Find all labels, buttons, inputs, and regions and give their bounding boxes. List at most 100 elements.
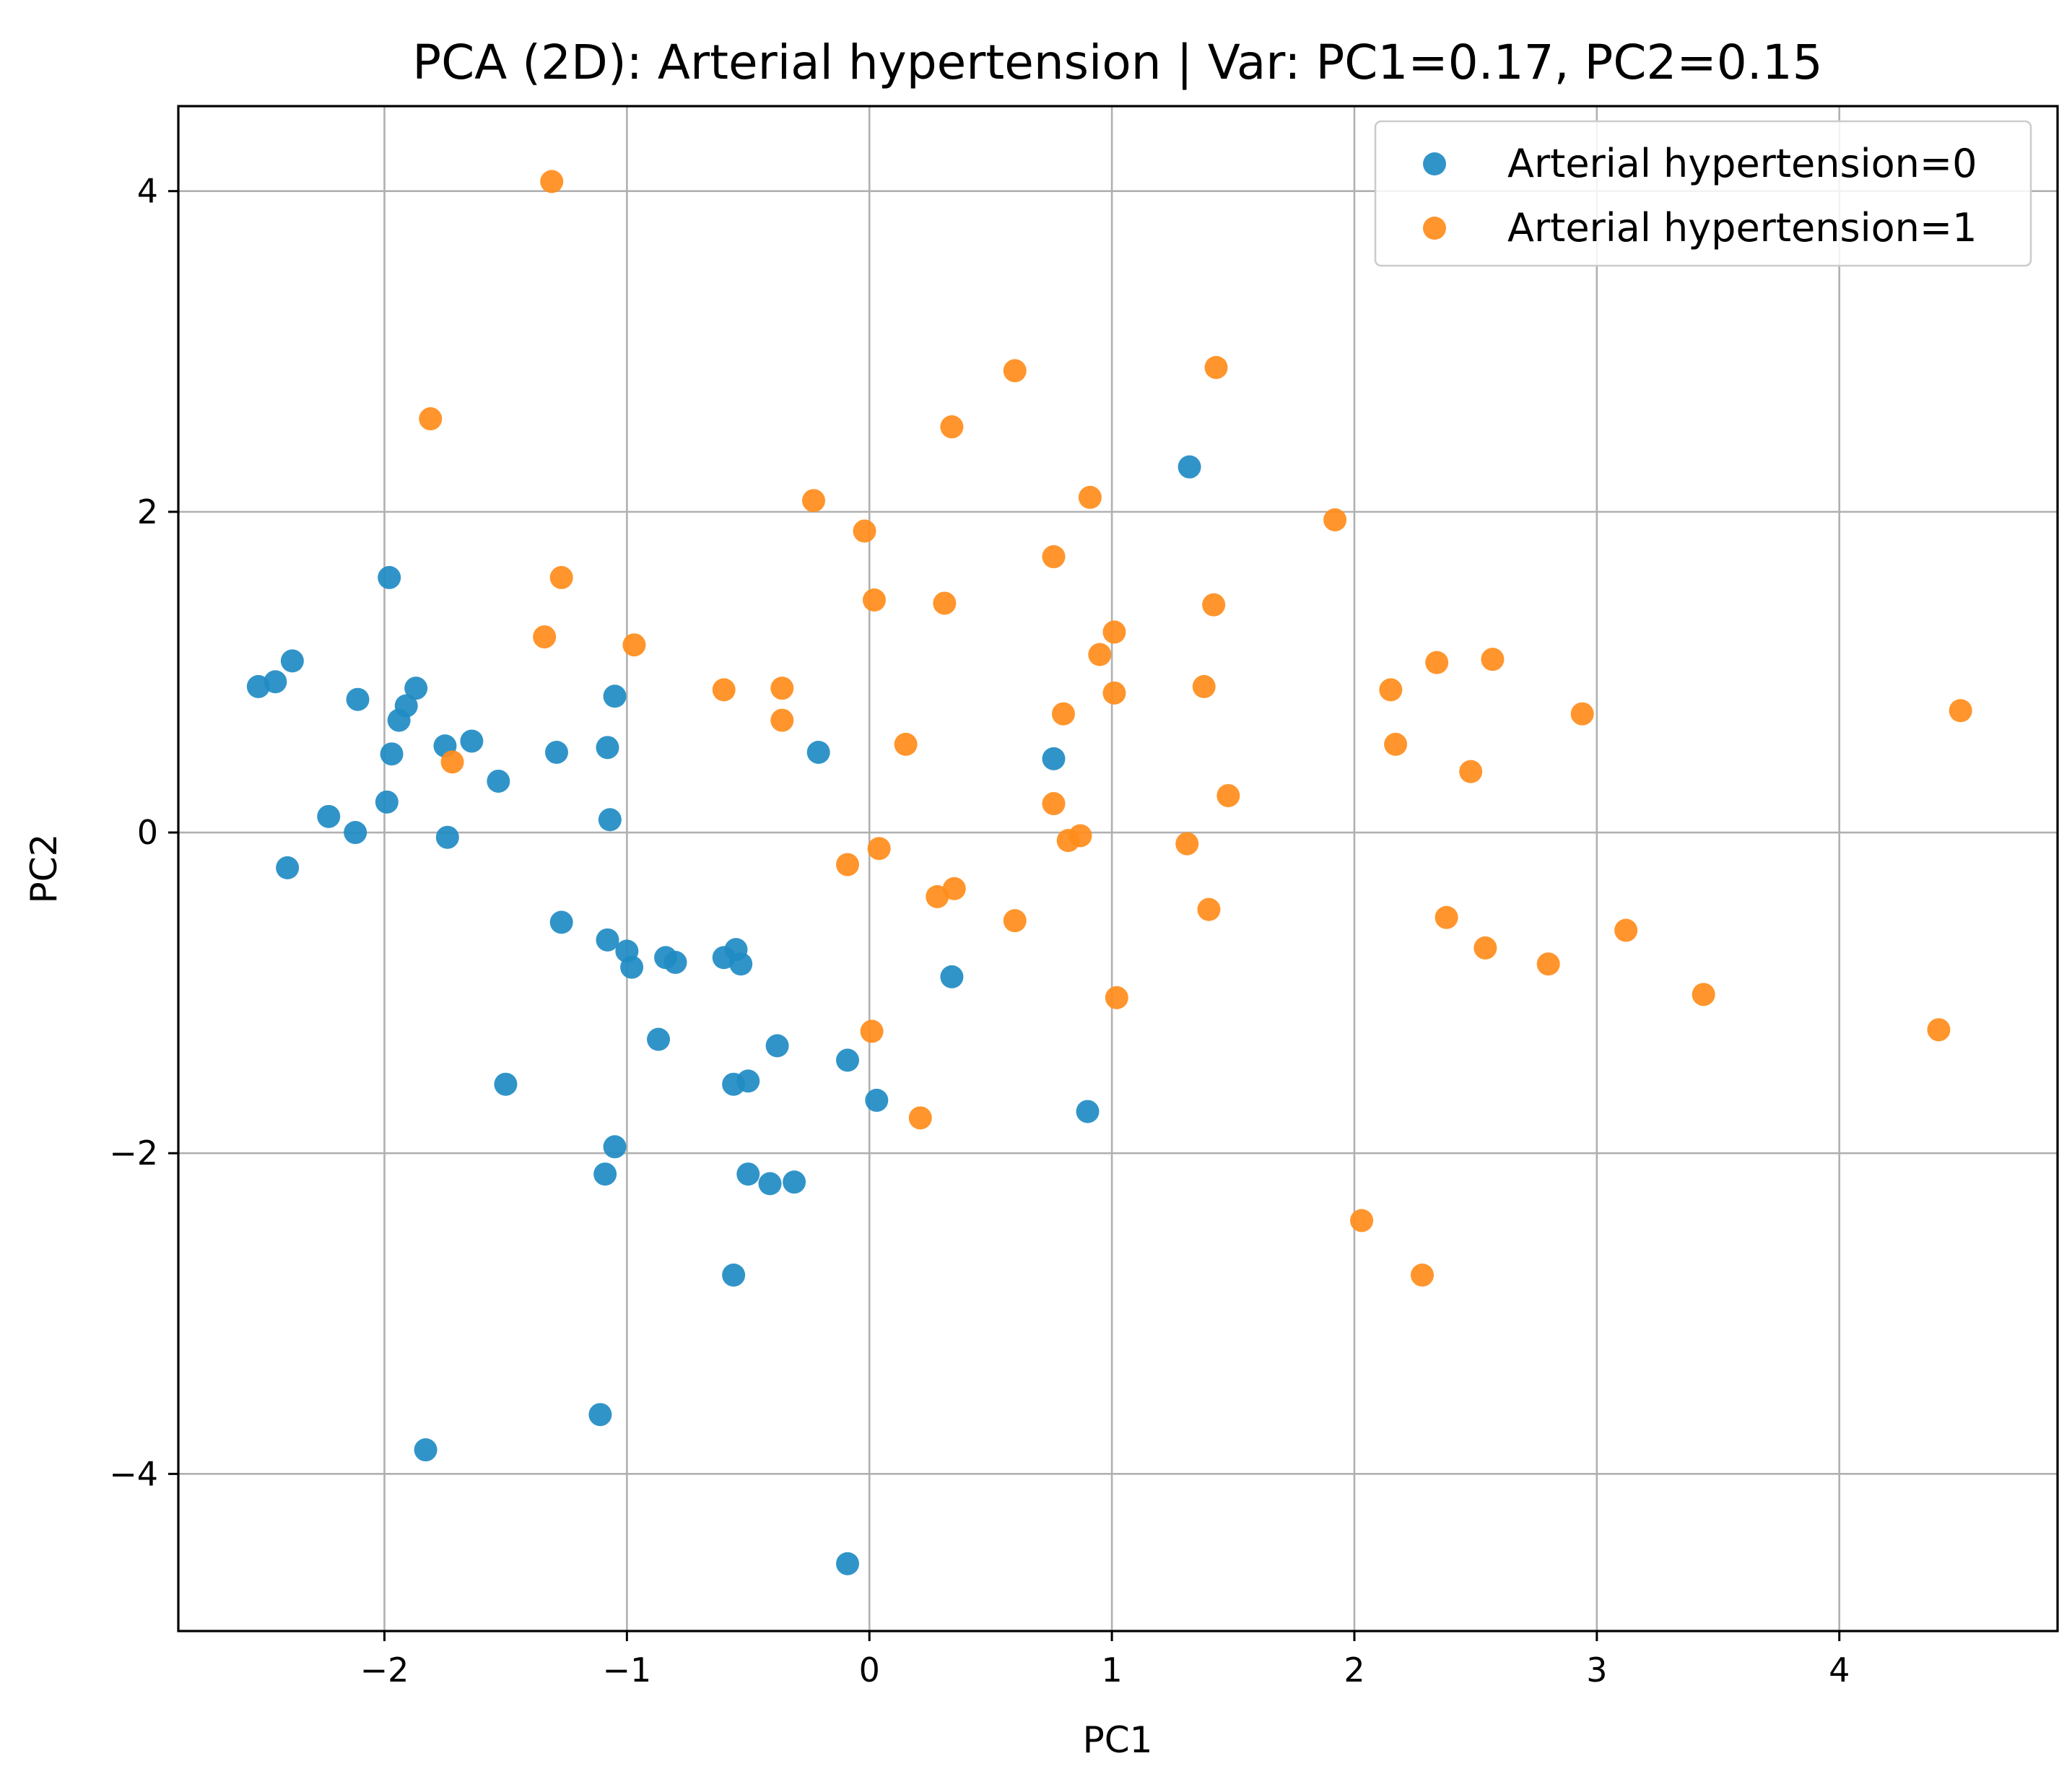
scatter-point (346, 687, 370, 711)
scatter-point (806, 740, 830, 764)
y-axis-label: PC2 (23, 834, 65, 904)
scatter-point (867, 837, 891, 861)
scatter-point (549, 910, 573, 934)
scatter-point (1042, 792, 1066, 816)
scatter-point (853, 519, 876, 543)
y-tick-label: 0 (137, 813, 158, 852)
scatter-point (460, 729, 484, 753)
scatter-point (908, 1106, 932, 1130)
legend-label-series-0: Arterial hypertension=0 (1507, 141, 1977, 186)
scatter-point (375, 790, 399, 814)
scatter-point (1435, 905, 1458, 929)
scatter-point (487, 769, 510, 793)
scatter-point (378, 565, 401, 589)
scatter-point (419, 407, 443, 431)
chart-title: PCA (2D): Arterial hypertension | Var: P… (412, 35, 1822, 90)
scatter-point (1692, 983, 1715, 1006)
scatter-point (317, 804, 341, 828)
plot-frame (177, 105, 2059, 1632)
scatter-point (280, 649, 304, 673)
scatter-point (1425, 651, 1449, 674)
legend-swatch-series-0 (1423, 152, 1446, 175)
y-tick-label: −4 (109, 1454, 158, 1493)
scatter-point (1350, 1209, 1374, 1232)
scatter-point (622, 633, 646, 657)
scatter-point (894, 732, 918, 756)
scatter-point (1102, 681, 1126, 705)
scatter-point (933, 591, 957, 615)
scatter-point (414, 1438, 438, 1462)
scatter-point (588, 1403, 612, 1427)
y-tick-label: 2 (137, 492, 158, 531)
scatter-point (865, 1088, 889, 1112)
scatter-point (1197, 897, 1221, 921)
scatter-point (1076, 1100, 1100, 1123)
legend: Arterial hypertension=0 Arterial hyperte… (1374, 120, 2032, 267)
scatter-point (1459, 760, 1483, 783)
scatter-point (533, 625, 557, 649)
scatter-point (712, 678, 736, 702)
scatter-point (276, 856, 300, 879)
scatter-point (1614, 918, 1638, 942)
scatter-point (836, 853, 860, 877)
scatter-point (801, 489, 825, 513)
y-tick-label: −2 (109, 1134, 158, 1173)
scatter-point (862, 588, 886, 612)
scatter-point (1384, 732, 1408, 756)
x-tick-label: 4 (1829, 1651, 1850, 1690)
scatter-point (1105, 986, 1128, 1009)
scatter-point (722, 1263, 746, 1287)
scatter-point (940, 965, 964, 988)
scatter-point (1204, 355, 1228, 379)
scatter-point (1003, 359, 1027, 383)
scatter-point (1178, 455, 1201, 479)
scatter-point (942, 877, 966, 900)
scatter-point (593, 1162, 617, 1186)
scatter-point (380, 742, 404, 766)
x-tick-label: 0 (859, 1651, 880, 1690)
scatter-point (1570, 702, 1594, 726)
scatter-point (1003, 909, 1027, 933)
scatter-point (540, 170, 564, 194)
scatter-point (264, 670, 287, 694)
scatter-point (1927, 1018, 1951, 1042)
series-1 (419, 170, 1972, 1287)
scatter-point (1379, 678, 1403, 702)
scatter-point (620, 955, 644, 979)
scatter-point (596, 928, 619, 952)
scatter-point (1192, 674, 1216, 698)
scatter-point (1216, 783, 1240, 807)
scatter-point (404, 677, 428, 700)
scatter-point (836, 1048, 860, 1072)
x-axis-label: PC1 (1083, 1719, 1153, 1761)
x-tick-label: 1 (1101, 1651, 1122, 1690)
scatter-point (435, 825, 459, 849)
scatter-point (596, 736, 619, 760)
scatter-point (663, 950, 687, 974)
scatter-point (1042, 545, 1066, 569)
scatter-point (770, 708, 794, 732)
scatter-point (344, 821, 367, 845)
scatter-point (440, 750, 464, 774)
scatter-point (1411, 1263, 1435, 1287)
scatter-point (860, 1019, 884, 1043)
legend-label-series-1: Arterial hypertension=1 (1507, 205, 1977, 251)
scatter-point (1068, 824, 1092, 848)
x-tick-label: −2 (360, 1651, 409, 1690)
scatter-point (1474, 936, 1497, 960)
scatter-point (1051, 702, 1075, 726)
scatter-point (1481, 648, 1505, 671)
x-tick-label: 3 (1586, 1651, 1607, 1690)
axis-ticks: −2 −1 0 1 2 3 4 −4 −2 0 2 4 (109, 172, 1850, 1690)
scatter-point (729, 952, 753, 976)
x-tick-label: 2 (1344, 1651, 1364, 1690)
scatter-point (783, 1170, 806, 1194)
x-tick-label: −1 (602, 1651, 651, 1690)
scatter-point (544, 740, 568, 764)
scatter-point (758, 1172, 782, 1196)
scatter-point (836, 1552, 860, 1575)
scatter-point (765, 1034, 789, 1058)
scatter-point (940, 415, 964, 439)
scatter-point (1949, 699, 1972, 723)
